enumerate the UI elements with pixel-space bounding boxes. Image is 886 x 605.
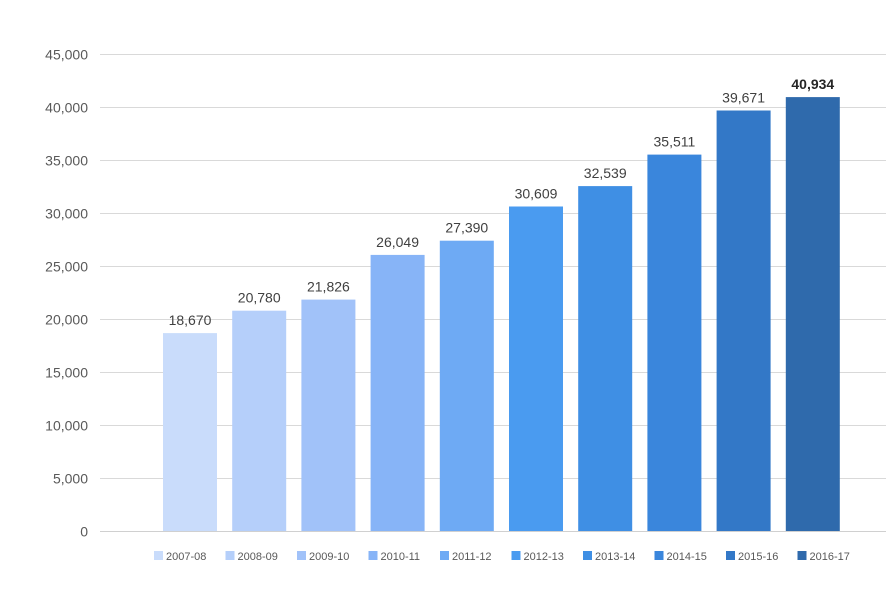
data-labels: 18,670 20,780 21,826 26,049 27,390 30,609 32,5… bbox=[169, 76, 835, 328]
bar-2012-13 bbox=[509, 206, 563, 531]
legend-swatch bbox=[154, 551, 163, 560]
legend-swatch bbox=[440, 551, 449, 560]
legend-label: 2008-09 bbox=[238, 551, 278, 563]
legend-label: 2011-12 bbox=[452, 551, 492, 563]
y-tick-label: 0 bbox=[80, 524, 88, 540]
bar-2009-10 bbox=[301, 299, 356, 531]
y-tick-label: 30,000 bbox=[45, 206, 88, 222]
y-tick-label: 20,000 bbox=[45, 312, 88, 328]
legend-item: 2008-09 bbox=[225, 551, 278, 563]
legend-label: 2012-13 bbox=[524, 551, 564, 563]
legend-swatch bbox=[225, 551, 235, 560]
legend-swatch bbox=[726, 551, 735, 560]
data-label: 18,670 bbox=[169, 312, 212, 328]
data-label: 30,609 bbox=[515, 186, 558, 202]
data-label: 21,826 bbox=[307, 279, 350, 295]
bar-2007-08 bbox=[163, 333, 217, 531]
legend-label: 2010-11 bbox=[381, 551, 421, 563]
y-tick-label: 10,000 bbox=[45, 418, 88, 434]
legend-label: 2016-17 bbox=[810, 551, 850, 563]
data-label: 32,539 bbox=[584, 165, 627, 181]
legend-item: 2007-08 bbox=[154, 551, 206, 563]
legend-item: 2009-10 bbox=[297, 551, 349, 563]
bar-2014-15 bbox=[647, 154, 702, 531]
data-label: 26,049 bbox=[376, 234, 419, 250]
legend-item: 2014-15 bbox=[654, 551, 707, 563]
legend-label: 2007-08 bbox=[166, 551, 206, 563]
legend-label: 2014-15 bbox=[667, 551, 707, 563]
legend-item: 2013-14 bbox=[583, 551, 635, 563]
legend-swatch bbox=[583, 551, 592, 560]
data-label: 27,390 bbox=[445, 220, 488, 236]
data-label: 39,671 bbox=[722, 90, 765, 106]
legend: 2007-08 2008-09 2009-10 2010-11 2011-12 2012-… bbox=[154, 551, 850, 563]
legend-item: 2012-13 bbox=[511, 551, 564, 563]
y-tick-label: 25,000 bbox=[45, 259, 88, 275]
data-label: 40,934 bbox=[791, 76, 834, 92]
bar-2010-11 bbox=[370, 254, 425, 531]
legend-item: 2011-12 bbox=[440, 551, 492, 563]
bar-2011-12 bbox=[439, 240, 494, 531]
bar-2016-17 bbox=[785, 97, 840, 531]
legend-label: 2013-14 bbox=[595, 551, 635, 563]
y-tick-label: 15,000 bbox=[45, 365, 88, 381]
y-axis-tick-labels: 0 5,000 10,000 15,000 20,000 25,000 30,000 35,0… bbox=[45, 47, 88, 540]
legend-swatch bbox=[797, 551, 807, 560]
legend-swatch bbox=[368, 551, 378, 560]
legend-item: 2010-11 bbox=[368, 551, 421, 563]
data-label: 20,780 bbox=[238, 290, 281, 306]
legend-swatch bbox=[297, 551, 306, 560]
legend-label: 2015-16 bbox=[738, 551, 778, 563]
bar-2013-14 bbox=[578, 186, 633, 531]
y-tick-label: 40,000 bbox=[45, 100, 88, 116]
data-label: 35,511 bbox=[654, 134, 696, 150]
legend-label: 2009-10 bbox=[309, 551, 349, 563]
legend-item: 2016-17 bbox=[797, 551, 850, 563]
legend-swatch bbox=[511, 551, 521, 560]
bars bbox=[163, 97, 840, 531]
bar-2008-09 bbox=[232, 310, 287, 531]
y-tick-label: 35,000 bbox=[45, 153, 88, 169]
y-tick-label: 5,000 bbox=[53, 471, 88, 487]
legend-swatch bbox=[654, 551, 664, 560]
bar-2015-16 bbox=[716, 110, 771, 531]
legend-item: 2015-16 bbox=[726, 551, 778, 563]
y-tick-label: 45,000 bbox=[45, 47, 88, 63]
